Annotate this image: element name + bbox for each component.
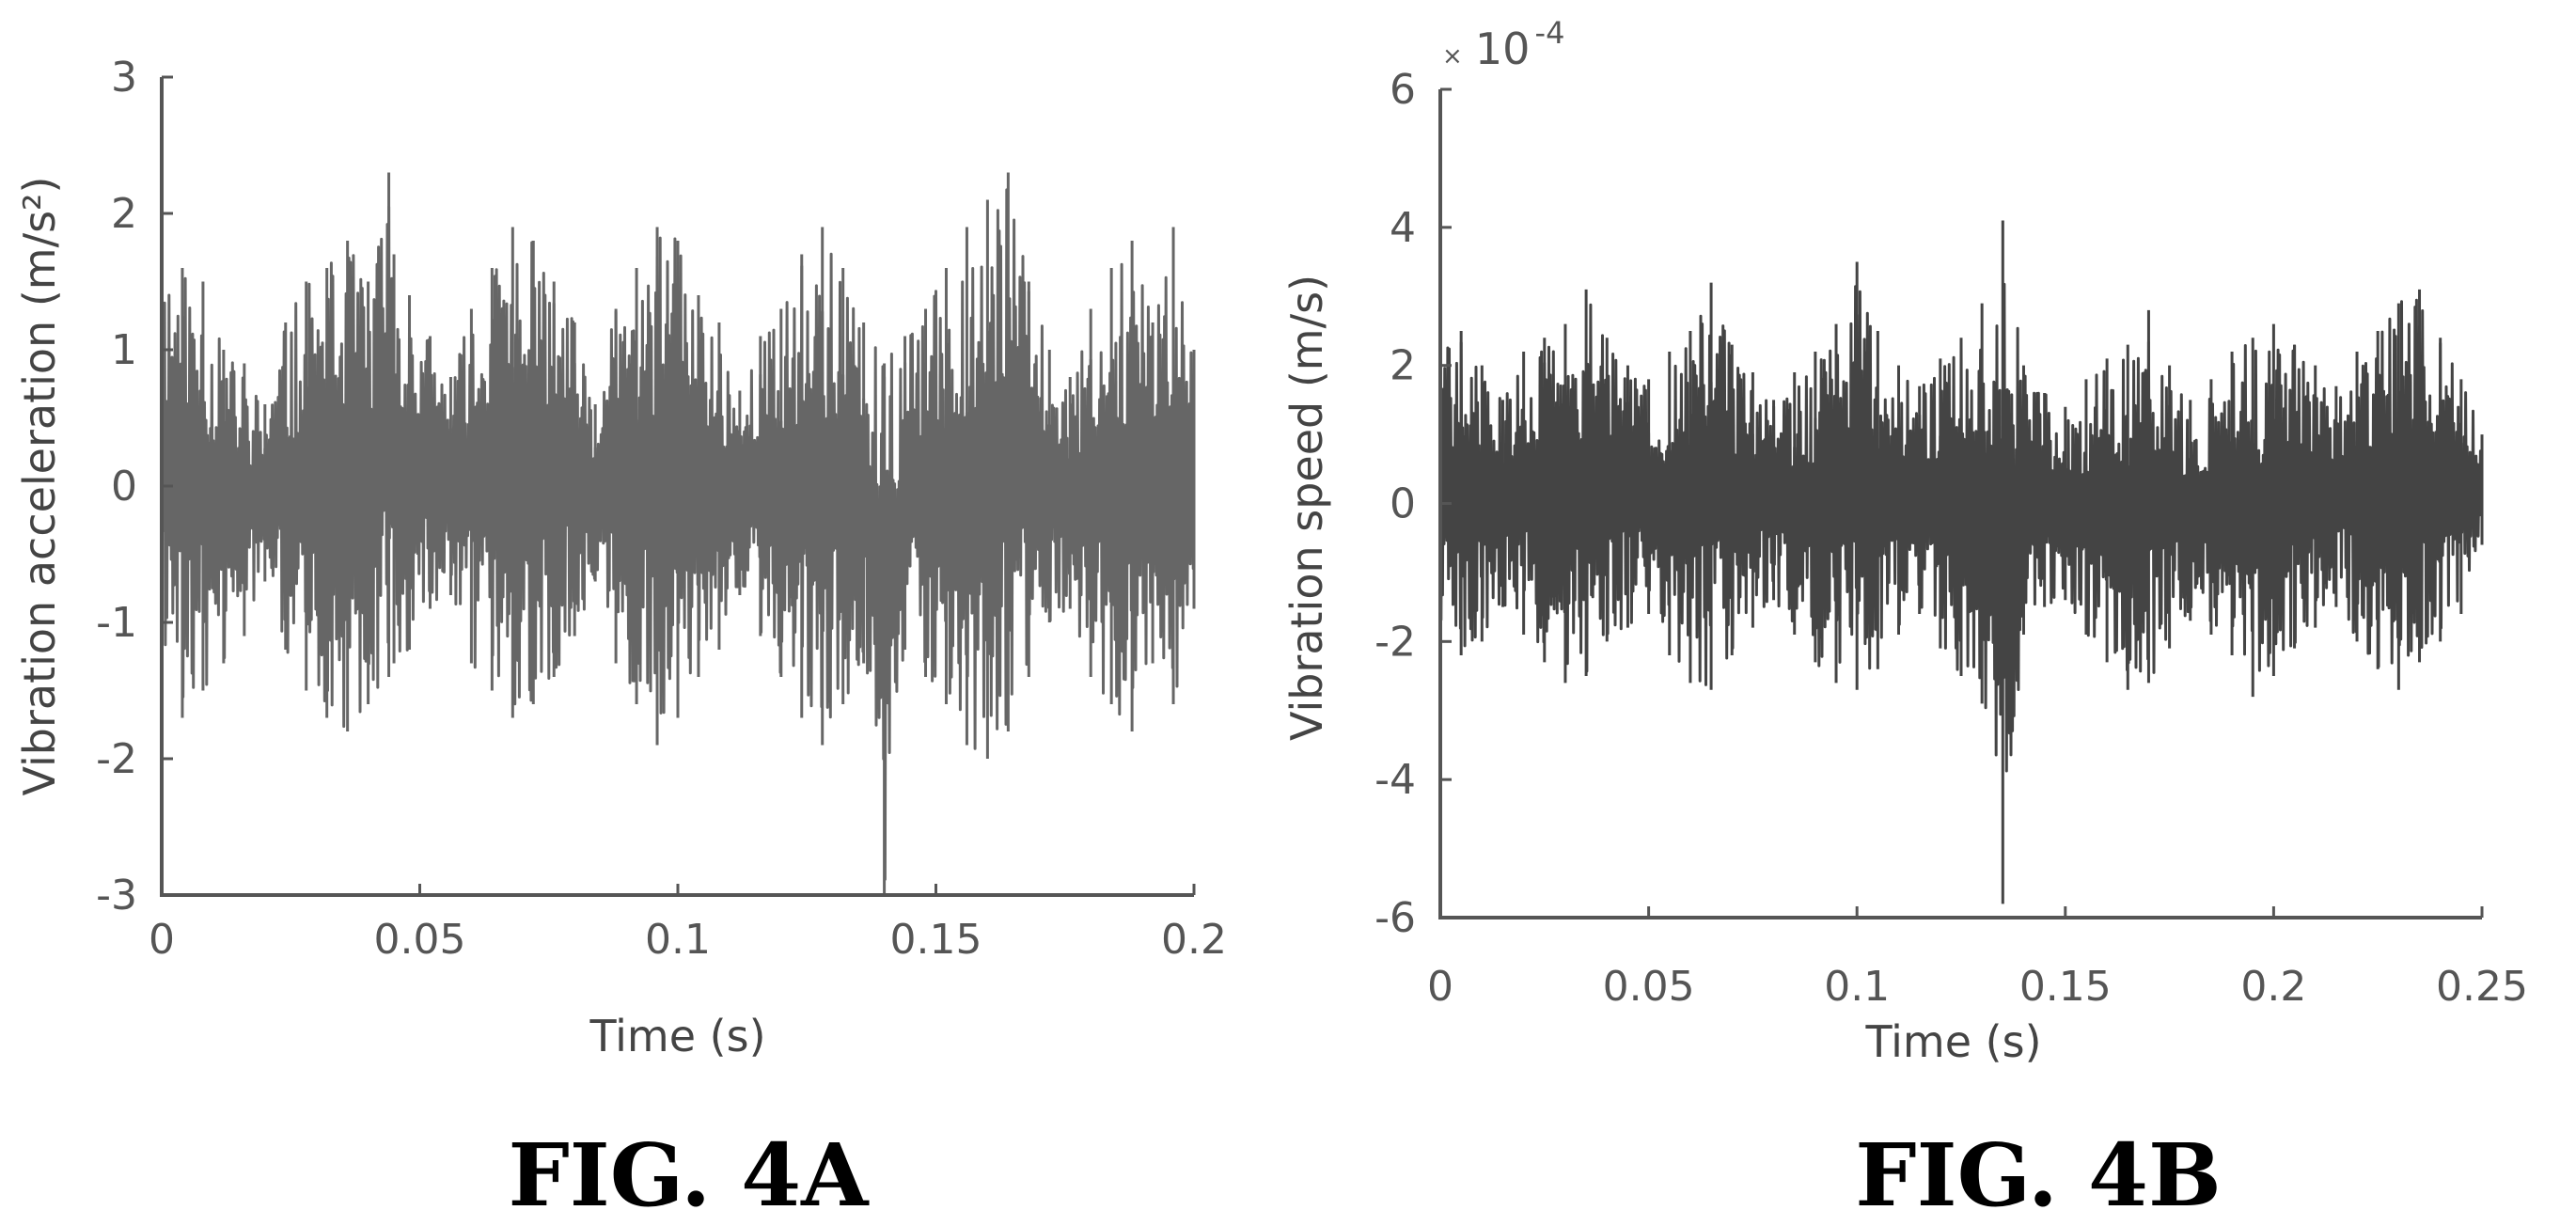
chart-4b-x-tick-label: 0 [1427,963,1453,1011]
chart-4a-x-tick-label: 0 [149,916,175,964]
chart-4a-y-tick-label: 3 [111,54,137,102]
chart-4b-y-tick-label: 0 [1390,480,1416,528]
chart-4b-y-tick-label: -6 [1374,894,1416,942]
chart-4a-x-tick-label: 0.1 [645,916,711,964]
chart-4b-y-tick-label: 2 [1390,342,1416,390]
chart-4a-x-tick-label: 0.2 [1161,916,1227,964]
chart-4a-plot [160,172,1196,895]
chart-4b-y-exponent-power: -4 [1535,15,1565,51]
chart-4b: -6 -4 -2 0 2 4 6 0 0.05 0.1 0.15 0.2 0.25 × 10 -4 T… [1281,15,2528,1226]
chart-4b-y-tick-label: -4 [1374,756,1416,804]
chart-4a-y-tick-label: 0 [111,463,137,511]
chart-4a-y-tick-label: -3 [96,872,137,920]
chart-4a-y-axis-title: Vibration acceleration (m/s²) [14,177,65,796]
chart-4b-x-tick-label: 0.1 [1824,963,1890,1011]
chart-4b-y-tick-label: 4 [1390,204,1416,252]
chart-4b-axes [1438,89,2482,920]
chart-4a-x-ticks: 0 0.05 0.1 0.15 0.2 [149,884,1227,964]
chart-4b-y-ticks: -6 -4 -2 0 2 4 6 [1374,66,1452,942]
chart-4a: -3 -2 -1 0 1 2 3 0 0.05 0.1 0.15 0.2 Time (s) Vibr… [14,54,1227,1226]
chart-4b-figure-label: FIG. 4B [1855,1124,2221,1226]
chart-4b-y-tick-label: 6 [1390,66,1416,114]
chart-4a-x-tick-label: 0.15 [890,916,982,964]
chart-4b-x-tick-label: 0.15 [2019,963,2112,1011]
chart-4a-y-ticks: -3 -2 -1 0 1 2 3 [96,54,173,920]
chart-4b-x-axis-title: Time (s) [1864,1016,2041,1067]
chart-4a-x-axis-title: Time (s) [589,1011,765,1061]
chart-4a-y-tick-label: 1 [111,326,137,374]
chart-4b-y-exponent: × 10 -4 [1442,15,1564,74]
chart-4b-x-tick-label: 0.05 [1603,963,1695,1011]
chart-4a-y-tick-label: -2 [96,735,137,783]
chart-4b-y-exponent-base: 10 [1475,24,1531,74]
chart-4b-y-tick-label: -2 [1374,618,1416,666]
chart-4b-y-exponent-times: × [1442,42,1463,71]
chart-4a-axes [160,77,1194,897]
chart-4b-plot [1438,220,2484,904]
chart-4a-y-tick-label: -1 [96,599,137,647]
chart-4b-x-tick-label: 0.25 [2436,963,2528,1011]
chart-4a-y-tick-label: 2 [111,190,137,238]
chart-4a-figure-label: FIG. 4A [508,1124,870,1226]
chart-4b-y-axis-title: Vibration speed (m/s) [1281,275,1332,741]
chart-4b-x-ticks: 0 0.05 0.1 0.15 0.2 0.25 [1427,906,2528,1011]
chart-4a-x-tick-label: 0.05 [374,916,466,964]
chart-4b-x-tick-label: 0.2 [2240,963,2306,1011]
